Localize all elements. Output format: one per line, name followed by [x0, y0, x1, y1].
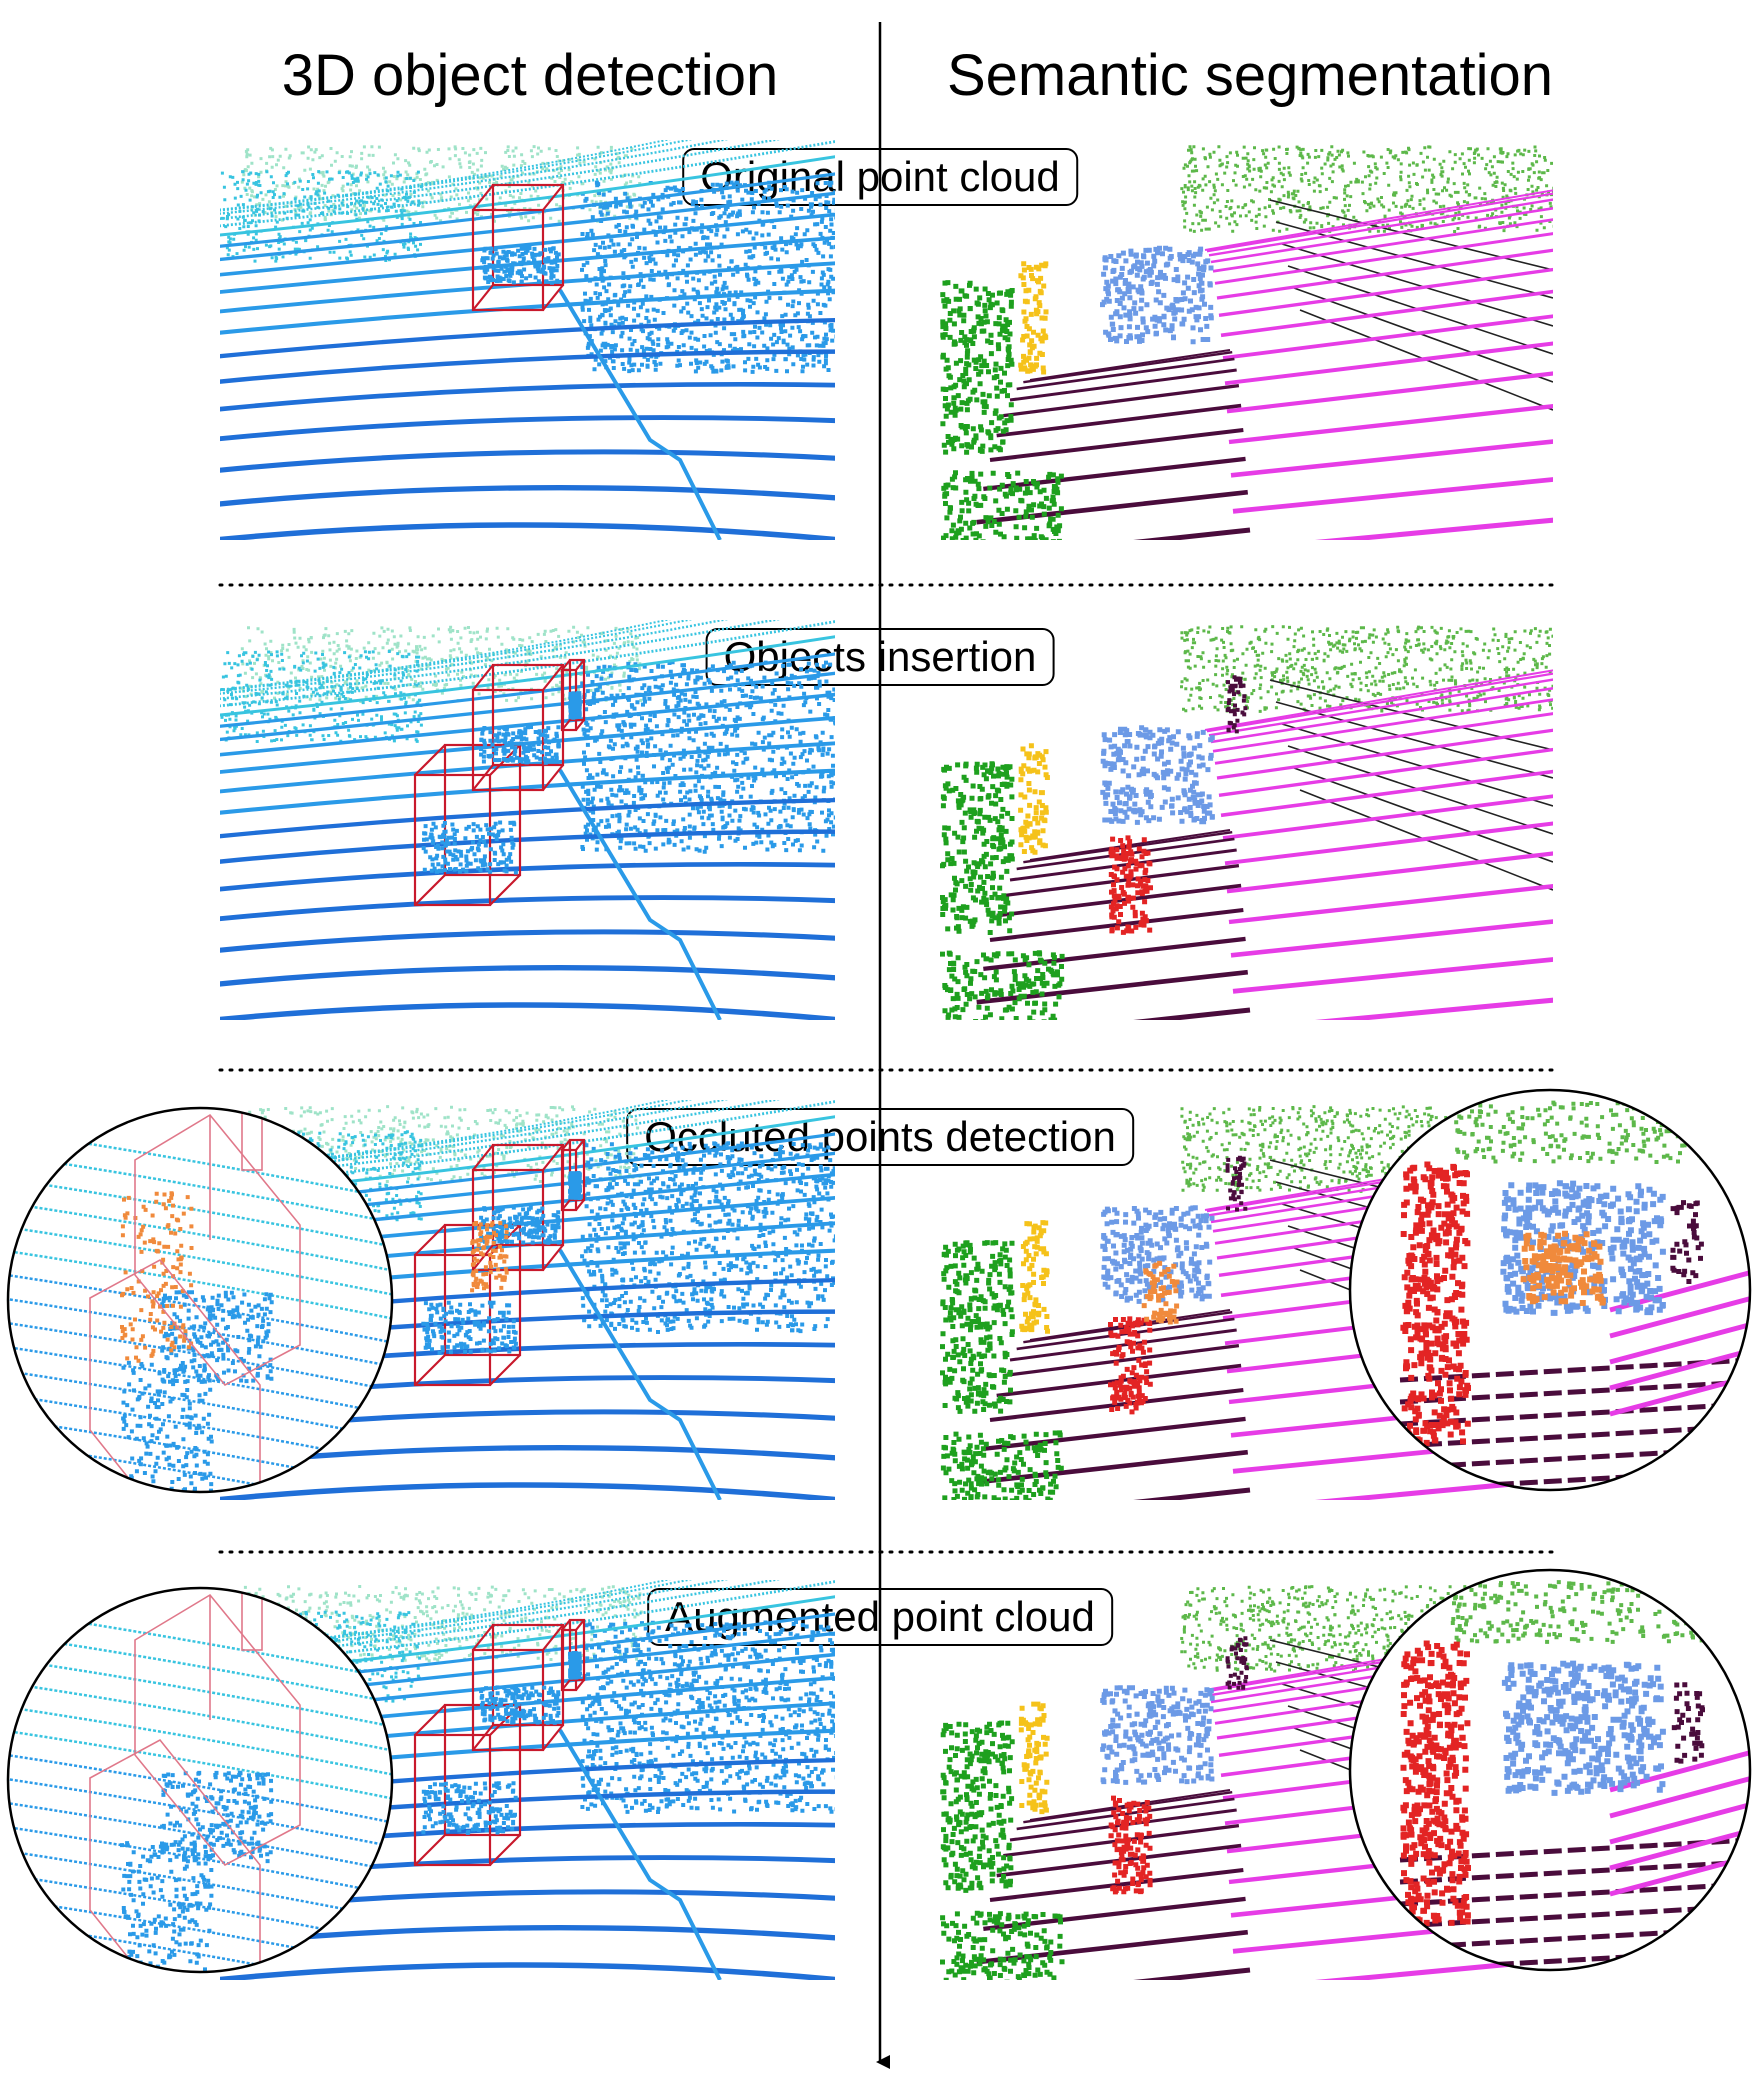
detection-panel — [220, 1580, 835, 1980]
bounding-box-car — [471, 1623, 565, 1752]
zoom-inset-segmentation — [1348, 1568, 1752, 1972]
bounding-box-inserted-pedestrian — [560, 1618, 586, 1692]
stage-separators — [218, 583, 1562, 1554]
zoom-circle-border — [6, 1586, 394, 1974]
segmentation-panel — [940, 145, 1553, 540]
detection-panel — [220, 620, 835, 1020]
zoom-inset-segmentation — [1348, 1088, 1752, 1492]
zoom-circle-border — [6, 1106, 394, 1494]
zoom-circle-border — [1348, 1568, 1752, 1972]
zoom-inset-detection — [6, 1106, 394, 1494]
segmentation-panel — [940, 625, 1553, 1020]
detection-panel — [220, 140, 835, 540]
bounding-boxes — [413, 1618, 586, 1867]
bounding-box-inserted-pedestrian — [560, 658, 586, 732]
column-title-detection: 3D object detection — [281, 43, 779, 108]
zoom-circle-border — [1348, 1088, 1752, 1492]
column-title-segmentation: Semantic segmentation — [946, 43, 1554, 108]
